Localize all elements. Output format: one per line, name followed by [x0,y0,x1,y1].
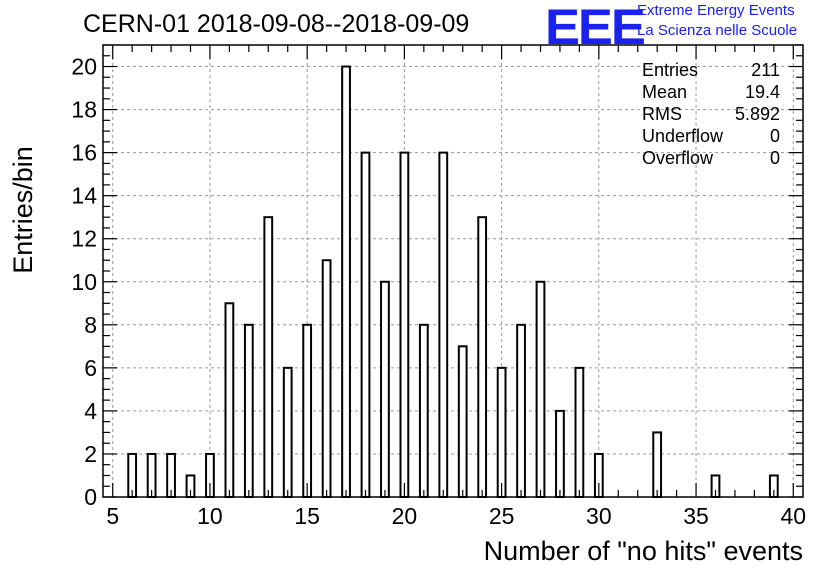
y-axis-label: Entries/bin [8,146,38,274]
histogram-bar [555,409,565,498]
x-tick-label: 40 [780,503,806,529]
stats-box: Entries 211 Mean 19.4 RMS 5.892 Underflo… [642,59,780,169]
histogram-bar [535,280,546,498]
stat-underflow: Underflow 0 [642,125,780,147]
tick-labels: 5 10 15 20 25 30 35 40 0 2 4 6 8 10 12 14 16 18 20 [71,54,806,529]
histogram-bar [321,259,332,498]
axes [102,44,804,498]
y-tick-label: 0 [84,484,97,510]
histogram-bar [399,151,410,498]
stat-rms: RMS 5.892 [642,103,780,125]
x-tick-label: 25 [489,503,515,529]
histogram-bar [438,151,449,498]
stat-label: RMS [642,104,682,124]
histogram-bar [477,216,488,498]
x-tick-label: 5 [106,503,119,529]
histogram-bar [496,366,507,498]
x-axis-label: Number of "no hits" events [483,536,803,566]
stat-label: Underflow [642,126,724,146]
x-tick-label: 30 [586,503,612,529]
histogram-bar [418,323,429,498]
histogram-bar [457,345,468,499]
y-tick-label: 14 [71,183,97,209]
histogram-bar [282,366,293,498]
stat-value: 19.4 [744,82,780,102]
logo-subtitle-line1: Extreme Energy Events [637,2,795,19]
stat-label: Mean [642,82,688,102]
y-tick-label: 2 [84,441,97,467]
stat-value: 211 [751,60,780,80]
histogram-bar [380,280,390,498]
y-tick-label: 18 [71,97,97,123]
stat-label: Overflow [642,148,714,168]
x-tick-label: 15 [294,503,320,529]
y-tick-label: 4 [84,398,97,424]
stat-value: 0 [769,126,780,146]
y-tick-label: 6 [84,355,97,381]
histogram-bar [302,323,313,498]
eee-logo: EEE [545,0,646,55]
stat-overflow: Overflow 0 [642,147,780,169]
histogram-bar [243,323,254,498]
y-tick-label: 20 [71,54,97,80]
histogram-bar [341,65,351,499]
histogram-bar [224,302,235,498]
stat-mean: Mean 19.4 [642,81,780,103]
stat-entries: Entries 211 [642,59,780,81]
y-tick-label: 12 [71,226,97,252]
logo-subtitle-line2: La Scienza nelle Scuole [637,22,798,39]
chart-title: CERN-01 2018-09-08--2018-09-09 [83,10,470,38]
histogram-bars [127,65,779,499]
grid-lines [103,45,803,498]
histogram-bar [652,431,663,498]
x-tick-label: 10 [197,503,223,529]
stat-value: 5.892 [734,104,780,124]
y-tick-label: 8 [84,312,97,338]
y-tick-label: 16 [71,140,97,166]
histogram-bar [263,216,274,498]
histogram-bar [516,323,526,498]
stat-label: Entries [642,60,699,80]
x-tick-label: 35 [683,503,709,529]
y-tick-label: 10 [71,269,97,295]
histogram-bar [360,151,371,498]
histogram-bar [574,366,585,498]
x-tick-label: 20 [392,503,418,529]
stat-value: 0 [769,148,780,168]
